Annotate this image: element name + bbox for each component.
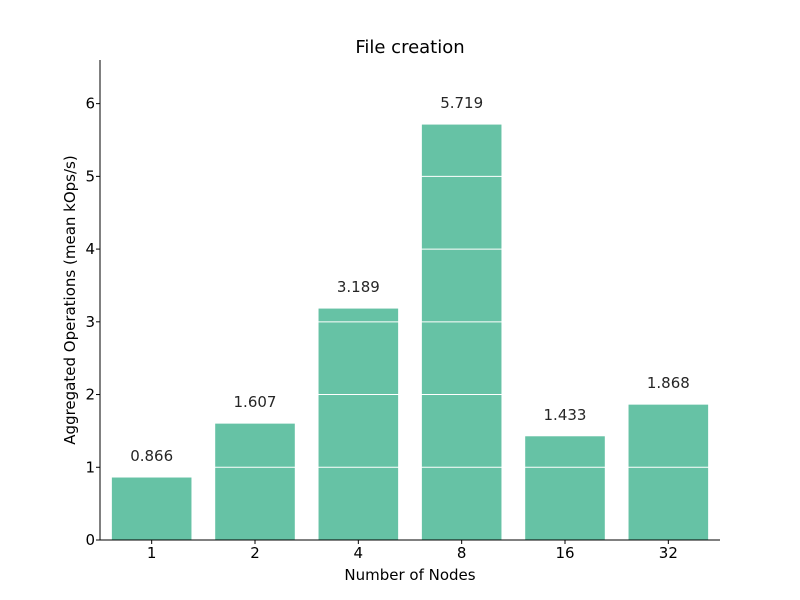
x-tick-label-8: 8	[457, 544, 467, 562]
data-label-32: 1.868	[647, 374, 690, 392]
bar-1	[110, 476, 193, 541]
data-label-2: 1.607	[234, 393, 277, 411]
data-label-8: 5.719	[440, 94, 483, 112]
x-tick-label-2: 2	[250, 544, 260, 562]
y-ticks: 0 1 2 3 4 5 6	[85, 95, 100, 549]
y-tick-label-3: 3	[85, 313, 95, 331]
x-ticks: 1 2 4 8 16 32	[147, 540, 678, 562]
bar-16	[524, 435, 606, 541]
data-label-1: 0.866	[130, 447, 173, 465]
x-tick-label-4: 4	[354, 544, 364, 562]
gridlines	[100, 103, 720, 541]
y-tick-label-5: 5	[85, 167, 95, 185]
y-tick-label-6: 6	[85, 95, 95, 113]
y-tick-label-0: 0	[85, 531, 95, 549]
bar-32	[627, 403, 710, 541]
y-tick-label-1: 1	[85, 458, 95, 476]
y-tick-label-2: 2	[85, 386, 95, 404]
x-tick-label-16: 16	[555, 544, 574, 562]
y-axis-label: Aggregated Operations (mean kOps/s)	[61, 155, 79, 444]
data-label-4: 3.189	[337, 278, 380, 296]
bar-4	[317, 307, 400, 541]
x-tick-label-1: 1	[147, 544, 157, 562]
bar-8	[420, 123, 503, 541]
data-labels: 0.866 1.607 3.189 5.719 1.433 1.868	[130, 94, 690, 465]
bar-2	[214, 422, 296, 541]
x-axis-label: Number of Nodes	[344, 566, 475, 584]
data-label-16: 1.433	[544, 406, 587, 424]
x-tick-label-32: 32	[659, 544, 678, 562]
chart-title: File creation	[355, 37, 464, 58]
y-tick-label-4: 4	[85, 240, 95, 258]
bars	[110, 123, 710, 541]
